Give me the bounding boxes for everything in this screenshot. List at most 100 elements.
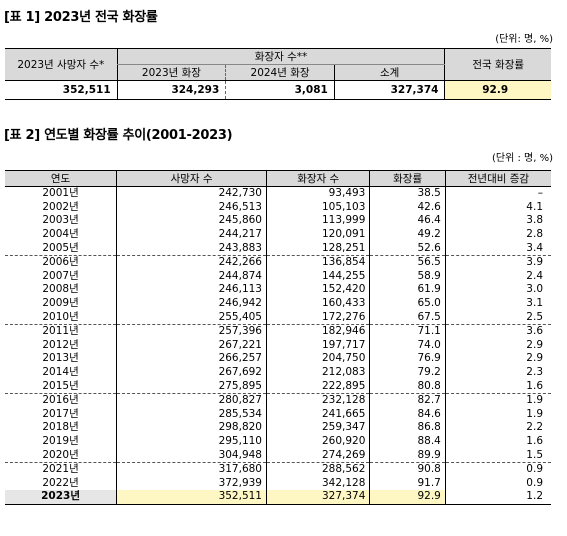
cell-cremations: 152,420 bbox=[265, 283, 370, 297]
cell-year: 2021년 bbox=[42, 463, 79, 476]
cell-deaths: 285,534 bbox=[116, 407, 267, 422]
cell-deaths: 266,257 bbox=[116, 352, 267, 366]
table-row: 2003년 245,860 113,999 46.4 3.8 bbox=[5, 214, 551, 228]
table-row: 2018년 298,820 259,347 86.8 2.2 bbox=[5, 421, 551, 435]
cell-cremations: 120,091 bbox=[265, 227, 370, 242]
cell-change: 2.3 bbox=[444, 365, 551, 380]
table-row: 2016년 280,827 232,128 82.7 1.9 bbox=[5, 393, 551, 408]
table-row: 2008년 246,113 152,420 61.9 3.0 bbox=[5, 283, 551, 297]
table-row: 2013년 266,257 204,750 76.9 2.9 bbox=[5, 352, 551, 366]
cell-change: 1.9 bbox=[444, 407, 551, 422]
cell-deaths: 267,221 bbox=[116, 338, 267, 353]
cell-deaths: 246,513 bbox=[116, 200, 267, 215]
cell-change: 2.2 bbox=[444, 421, 551, 435]
t1-rate: 92.9 bbox=[444, 80, 551, 100]
cell-rate: 46.4 bbox=[369, 214, 446, 228]
table-row: 2017년 285,534 241,665 84.6 1.9 bbox=[5, 407, 551, 422]
cell-cremations: 259,347 bbox=[265, 421, 370, 435]
cell-deaths: 267,692 bbox=[116, 365, 267, 380]
cell-change: 3.4 bbox=[444, 241, 551, 256]
table-row: 2021년 317,680 288,562 90.8 0.9 bbox=[5, 462, 551, 477]
table2-title: [표 2] 연도별 화장률 추이(2001-2023) bbox=[4, 128, 233, 143]
cell-rate: 71.1 bbox=[369, 324, 446, 339]
cell-rate: 86.8 bbox=[369, 421, 446, 435]
cell-year: 2012년 bbox=[42, 338, 79, 351]
table-row: 2023년 352,511 327,374 92.9 1.2 bbox=[5, 490, 551, 505]
cell-deaths: 352,511 bbox=[116, 490, 267, 505]
table2-unit: (단위 : 명, %) bbox=[492, 153, 553, 164]
cell-change: 2.4 bbox=[444, 269, 551, 284]
cell-cremations: 222,895 bbox=[265, 379, 370, 394]
table-row: 2020년 304,948 274,269 89.9 1.5 bbox=[5, 448, 551, 463]
t2-header-change: 전년대비 증감 bbox=[444, 170, 551, 187]
table-row: 2022년 372,939 342,128 91.7 0.9 bbox=[5, 476, 551, 491]
cell-rate: 82.7 bbox=[369, 393, 446, 408]
cell-rate: 65.0 bbox=[369, 296, 446, 311]
cell-year: 2007년 bbox=[42, 269, 79, 282]
cell-deaths: 243,883 bbox=[116, 241, 267, 256]
table-row: 2007년 244,874 144,255 58.9 2.4 bbox=[5, 269, 551, 284]
table-row: 2010년 255,405 172,276 67.5 2.5 bbox=[5, 310, 551, 325]
cell-change: 1.5 bbox=[444, 448, 551, 463]
t2-header-rate: 화장률 bbox=[369, 170, 446, 187]
cell-year: 2009년 bbox=[42, 297, 79, 310]
cell-rate: 88.4 bbox=[369, 434, 446, 449]
cell-rate: 90.8 bbox=[369, 462, 446, 477]
cell-cremations: 128,251 bbox=[265, 241, 370, 256]
cell-deaths: 242,266 bbox=[116, 255, 267, 270]
cell-cremations: 144,255 bbox=[265, 269, 370, 284]
cell-cremations: 197,717 bbox=[265, 338, 370, 353]
cell-cremations: 182,946 bbox=[265, 324, 370, 339]
cell-year: 2004년 bbox=[42, 228, 79, 241]
cell-year: 2005년 bbox=[5, 241, 117, 256]
cell-year: 2008년 bbox=[42, 283, 79, 296]
cell-rate: 84.6 bbox=[369, 407, 446, 422]
cell-rate: 49.2 bbox=[369, 227, 446, 242]
cell-year: 2020년 bbox=[5, 448, 117, 463]
cell-change: 3.0 bbox=[444, 283, 551, 297]
t1-deaths: 352,511 bbox=[62, 84, 111, 96]
table-row: 2006년 242,266 136,854 56.5 3.9 bbox=[5, 255, 551, 270]
t1-header-2024: 2024년 화장 bbox=[225, 64, 335, 81]
cell-rate: 42.6 bbox=[369, 200, 446, 215]
cell-change: 2.9 bbox=[444, 338, 551, 353]
cell-deaths: 372,939 bbox=[116, 476, 267, 491]
cell-year: 2018년 bbox=[42, 421, 79, 434]
cell-rate: 58.9 bbox=[369, 269, 446, 284]
cell-change: 3.6 bbox=[444, 324, 551, 339]
t1-header-2023: 2023년 화장 bbox=[116, 64, 226, 81]
cell-change: 1.2 bbox=[444, 490, 551, 505]
cell-rate: 92.9 bbox=[369, 490, 446, 505]
cell-rate: 52.6 bbox=[369, 241, 446, 256]
cell-cremations: 172,276 bbox=[265, 310, 370, 325]
cell-year: 2015년 bbox=[5, 379, 117, 394]
cell-rate: 74.0 bbox=[369, 338, 446, 353]
table-row: 2002년 246,513 105,103 42.6 4.1 bbox=[5, 200, 551, 215]
cell-deaths: 245,860 bbox=[116, 214, 267, 228]
cell-cremations: 160,433 bbox=[265, 296, 370, 311]
cell-cremations: 327,374 bbox=[265, 490, 370, 505]
cell-deaths: 298,820 bbox=[116, 421, 267, 435]
cell-rate: 56.5 bbox=[369, 255, 446, 270]
cell-rate: 76.9 bbox=[369, 352, 446, 366]
cell-deaths: 295,110 bbox=[116, 434, 267, 449]
cell-rate: 67.5 bbox=[369, 310, 446, 325]
cell-year: 2023년 bbox=[5, 490, 117, 505]
cell-year: 2017년 bbox=[42, 407, 79, 420]
cell-cremations: 260,920 bbox=[265, 434, 370, 449]
table2: 연도 사망자 수 화장자 수 화장률 전년대비 증감 2001년 242,730 9… bbox=[5, 170, 551, 505]
cell-deaths: 244,217 bbox=[116, 227, 267, 242]
table1: 2023년 사망자 수* 화장자 수** 전국 화장률 2023년 화장 202… bbox=[5, 48, 551, 100]
cell-deaths: 257,396 bbox=[116, 324, 267, 339]
cell-change: 1.9 bbox=[444, 393, 551, 408]
cell-change: 3.8 bbox=[444, 214, 551, 228]
cell-cremations: 342,128 bbox=[265, 476, 370, 491]
cell-year: 2016년 bbox=[42, 394, 79, 407]
cell-year: 2001년 bbox=[42, 187, 79, 200]
cell-change: 0.9 bbox=[444, 462, 551, 477]
cell-cremations: 232,128 bbox=[265, 393, 370, 408]
cell-year: 2006년 bbox=[42, 256, 79, 269]
cell-cremations: 212,083 bbox=[265, 365, 370, 380]
table-row: 2015년 275,895 222,895 80.8 1.6 bbox=[5, 379, 551, 394]
t2-header-cremations: 화장자 수 bbox=[265, 170, 370, 187]
